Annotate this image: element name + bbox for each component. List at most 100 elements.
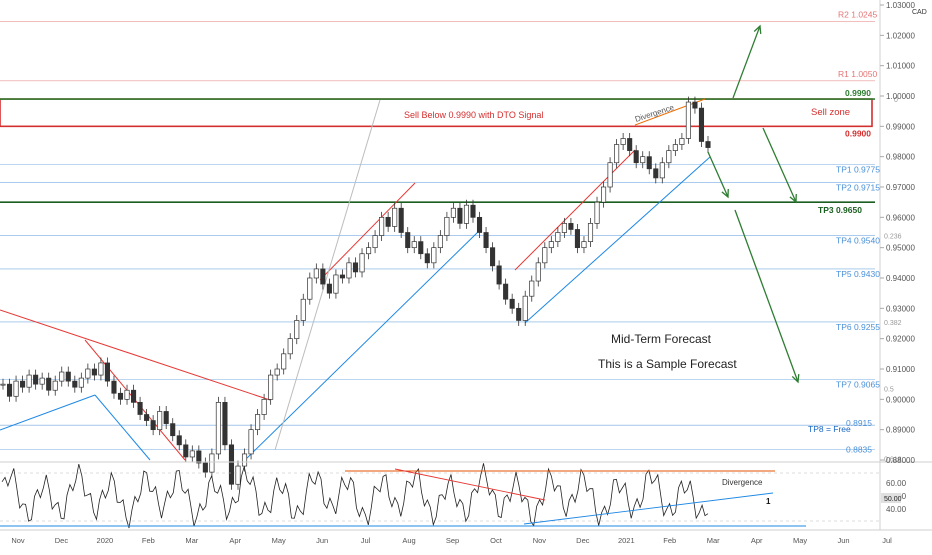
- candle-body: [646, 156, 652, 170]
- candle-body: [437, 235, 443, 249]
- x-tick-label: Nov: [533, 536, 547, 545]
- level-label-tp8: TP8 = Free: [808, 424, 851, 434]
- candle-body: [248, 429, 254, 455]
- candle-body: [372, 235, 378, 249]
- candle-body: [359, 253, 365, 273]
- candle-body: [476, 216, 483, 233]
- candle-body: [39, 377, 45, 385]
- candle-body: [659, 162, 665, 179]
- candle-body: [339, 274, 345, 279]
- y-tick-label: 1.02000: [886, 31, 915, 40]
- candle-body: [137, 402, 143, 415]
- candle-body: [20, 380, 26, 388]
- candle-body: [529, 280, 535, 297]
- candle-body: [313, 268, 319, 279]
- candle-body: [91, 368, 97, 376]
- candle-body: [196, 450, 202, 464]
- x-tick-label: Jun: [838, 536, 850, 545]
- x-tick-label: Oct: [490, 536, 503, 545]
- candle-body: [228, 444, 235, 485]
- candle-body: [6, 383, 13, 397]
- arrow-down-tp7-head: [791, 373, 800, 384]
- candle-body: [333, 274, 339, 294]
- candle-body: [300, 298, 306, 321]
- fib-label: 0.618: [884, 456, 902, 463]
- x-tick-label: Apr: [229, 536, 241, 545]
- candle-body: [496, 265, 502, 285]
- candle-body: [241, 453, 248, 467]
- x-tick-label: May: [272, 536, 286, 545]
- candle-body: [281, 353, 287, 370]
- y-tick-label: 0.97000: [886, 183, 915, 192]
- candle-body: [202, 462, 208, 473]
- candle-body: [183, 444, 189, 458]
- osc-blue-trend: [523, 492, 774, 525]
- candle-body: [411, 241, 417, 249]
- candle-body: [111, 380, 117, 394]
- trend-line: [0, 394, 96, 431]
- y-tick-label: 0.88000: [886, 456, 915, 465]
- axis-layer: 1.030001.020001.010001.000000.990000.980…: [11, 0, 915, 545]
- candle-body: [346, 262, 352, 279]
- candle-body: [685, 101, 691, 139]
- candle-body: [620, 138, 626, 145]
- candle-body: [170, 423, 176, 437]
- level-label-sell-top: 0.9990: [845, 88, 871, 98]
- x-tick-label: Mar: [707, 536, 720, 545]
- candle-body: [607, 162, 613, 188]
- level-label-tp6: TP6 0.9255: [836, 322, 880, 332]
- candle-body: [0, 383, 6, 386]
- candle-body: [255, 414, 261, 431]
- y-tick-label: 1.01000: [886, 62, 915, 71]
- forecast-layer: [707, 24, 800, 384]
- candle-body: [568, 223, 574, 230]
- candle-body: [163, 411, 169, 424]
- level-label-tp5: TP5 0.9430: [836, 269, 880, 279]
- candle-body: [548, 241, 554, 249]
- level-label-r1: R1 1.0050: [838, 69, 877, 79]
- x-tick-label: Dec: [576, 536, 590, 545]
- candle-body: [65, 371, 71, 382]
- candle-body: [117, 392, 124, 400]
- candle-body: [633, 150, 639, 164]
- candle-body: [627, 138, 633, 151]
- trend-line: [94, 394, 151, 461]
- arrow-up-r2-head: [753, 24, 762, 35]
- candle-body: [555, 232, 561, 242]
- candle-body: [470, 204, 476, 218]
- candle-body: [666, 150, 672, 164]
- forecast-subtitle: This is a Sample Forecast: [598, 357, 737, 371]
- y-tick-label: 0.91000: [886, 365, 915, 374]
- candle-body: [268, 374, 274, 400]
- sell-signal-annotation: Sell Below 0.9990 with DTO Signal: [404, 110, 543, 120]
- osc-tick-label: 40.00: [886, 505, 907, 514]
- y-tick-label: 0.94000: [886, 274, 915, 283]
- osc-marker-label: 1: [766, 497, 771, 506]
- candle-body: [72, 380, 78, 388]
- candle-body: [522, 295, 528, 321]
- level-label-tp1: TP1 0.9775: [836, 164, 880, 174]
- y-tick-label: 0.92000: [886, 335, 915, 344]
- candle-body: [640, 156, 646, 164]
- trend-line: [0, 309, 271, 401]
- x-tick-label: Mar: [185, 536, 198, 545]
- candle-body: [483, 232, 489, 249]
- x-tick-label: 2020: [97, 536, 114, 545]
- level-label-tp2: TP2 0.9715: [836, 182, 880, 192]
- arrow-down-tp7: [734, 209, 799, 383]
- candle-body: [516, 307, 522, 321]
- y-tick-label: 0.93000: [886, 304, 915, 313]
- candle-body: [450, 207, 456, 218]
- candle-body: [157, 411, 163, 431]
- y-tick-label: 0.98000: [886, 153, 915, 162]
- candle-body: [535, 262, 541, 282]
- osc-current-badge: [881, 493, 901, 503]
- candle-body: [150, 420, 156, 431]
- level-label-tp4: TP4 0.9540: [836, 236, 880, 246]
- x-tick-label: May: [793, 536, 807, 545]
- trend-line: [274, 99, 381, 451]
- y-tick-label: 1.00000: [886, 92, 915, 101]
- arrow-down-tp3-far: [762, 127, 797, 203]
- osc-current-value: 50.00: [884, 496, 902, 503]
- candle-body: [287, 338, 293, 355]
